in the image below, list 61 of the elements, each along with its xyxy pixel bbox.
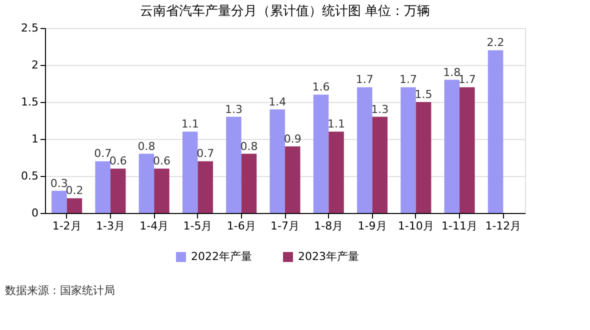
data-label: 0.7 (196, 147, 214, 160)
bar (154, 168, 170, 213)
bar (400, 87, 416, 213)
data-label: 1.6 (312, 80, 330, 94)
y-tick-label: 1.5 (21, 96, 38, 108)
bar (313, 94, 329, 213)
data-label: 1.3 (371, 102, 389, 116)
bar (328, 132, 344, 213)
bar (270, 109, 285, 213)
bar (226, 116, 242, 213)
bar (182, 132, 198, 213)
data-label: 0.3 (50, 176, 68, 190)
bar (285, 146, 300, 213)
x-tick-label: 1-3月 (96, 220, 125, 232)
bar (372, 116, 388, 213)
data-label: 0.8 (240, 140, 258, 153)
x-tick-label: 1-8月 (314, 220, 344, 232)
data-label: 1.7 (356, 73, 374, 86)
chart-title: 云南省汽车产量分月（累计值）统计图 单位：万辆 (140, 4, 430, 19)
data-label: 0.9 (284, 132, 302, 146)
y-tick-label: 0 (32, 206, 38, 220)
data-label: 0.6 (109, 154, 127, 168)
legend-label: 2023年产量 (298, 250, 359, 263)
x-tick-label: 1-7月 (270, 220, 300, 232)
x-tick-label: 1-2月 (52, 220, 82, 232)
bar (444, 80, 460, 213)
y-tick-label: 2 (32, 58, 38, 72)
y-tick-label: 0.5 (21, 170, 38, 182)
data-label: 1.1 (328, 118, 346, 131)
y-tick-label: 2.5 (21, 22, 38, 34)
source-note: 数据来源：国家统计局 (5, 284, 115, 297)
bar (198, 161, 213, 213)
bar (52, 190, 67, 213)
legend-label: 2022年产量 (191, 250, 252, 263)
data-label: 1.5 (414, 88, 432, 101)
x-tick-label: 1-10月 (398, 220, 434, 232)
x-tick-label: 1-4月 (140, 220, 169, 232)
data-label: 0.6 (152, 154, 170, 168)
x-tick-label: 1-5月 (183, 220, 212, 232)
data-label: 2.2 (486, 36, 504, 50)
bar (241, 154, 257, 213)
data-label: 1.1 (181, 118, 199, 131)
x-tick-label: 1-6月 (226, 220, 256, 232)
bar (416, 102, 432, 213)
x-tick-label: 1-11月 (442, 220, 478, 232)
data-label: 1.7 (400, 73, 418, 86)
x-tick-label: 1-12月 (485, 220, 522, 232)
data-label: 0.2 (66, 184, 84, 198)
data-label: 1.8 (443, 66, 461, 79)
data-label: 0.8 (138, 140, 156, 153)
x-tick-label: 1-9月 (358, 220, 387, 232)
bar (138, 154, 154, 213)
bar (357, 87, 372, 213)
bar (488, 50, 504, 213)
bar (110, 168, 126, 213)
data-label: 1.4 (268, 95, 286, 108)
data-label: 1.3 (224, 102, 242, 116)
bar (95, 161, 110, 213)
y-tick-label: 1 (32, 132, 38, 146)
bar (66, 198, 82, 213)
bar (460, 87, 475, 213)
